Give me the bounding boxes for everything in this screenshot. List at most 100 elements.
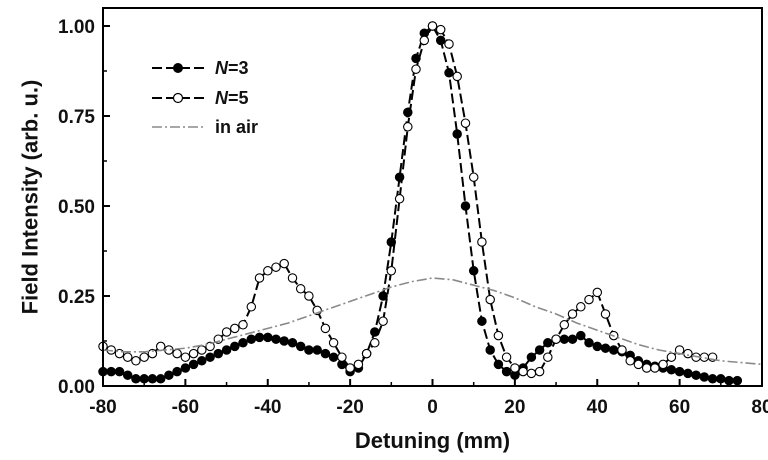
- data-point-n5: [263, 266, 273, 276]
- data-point-n3: [164, 370, 174, 380]
- data-point-n5: [411, 64, 421, 74]
- data-point-n3: [312, 345, 322, 355]
- data-point-n5: [683, 348, 693, 359]
- data-point-n5: [139, 352, 149, 362]
- data-point-n5: [246, 302, 257, 312]
- data-point-n3: [559, 334, 570, 344]
- plot-layer: [98, 21, 763, 386]
- data-point-n3: [106, 366, 116, 377]
- x-tick-label: 20: [504, 397, 525, 418]
- legend-label-n5-suffix: =5: [228, 88, 249, 108]
- data-point-n5: [559, 320, 570, 330]
- data-point-n5: [353, 359, 364, 370]
- data-point-n3: [279, 336, 289, 346]
- data-point-n5: [641, 363, 652, 373]
- data-point-n5: [172, 348, 182, 359]
- data-point-n3: [271, 334, 281, 344]
- data-point-n5: [617, 345, 627, 355]
- data-point-n3: [122, 370, 133, 380]
- data-point-n5: [328, 338, 339, 348]
- data-point-n3: [411, 53, 421, 64]
- legend-label-in-air: in air: [215, 117, 258, 137]
- data-point-n5: [122, 352, 133, 362]
- data-point-n5: [493, 330, 504, 341]
- data-point-n5: [526, 368, 537, 379]
- data-point-n3: [147, 374, 158, 384]
- legend-entry-in-air: in air: [152, 117, 258, 137]
- data-point-n3: [485, 345, 495, 355]
- data-point-n5: [337, 352, 347, 362]
- data-point-n3: [707, 374, 718, 384]
- data-point-n3: [691, 370, 701, 380]
- data-point-n5: [320, 323, 331, 334]
- plot-frame: [102, 7, 763, 387]
- data-point-n3: [732, 375, 743, 386]
- data-point-n5: [567, 309, 578, 319]
- series-line-n5: [102, 24, 713, 375]
- data-point-n5: [287, 273, 298, 283]
- series-line-in-air: [102, 277, 763, 366]
- data-point-n5: [221, 327, 232, 337]
- data-point-n3: [221, 345, 232, 355]
- legend-marker-n3: [173, 63, 183, 73]
- data-point-n3: [263, 332, 273, 343]
- data-point-n3: [378, 291, 388, 301]
- data-point-n3: [724, 375, 734, 386]
- data-point-n3: [666, 365, 677, 375]
- series-line-n3: [103, 24, 738, 382]
- data-point-n3: [592, 341, 603, 352]
- data-point-n3: [452, 129, 462, 139]
- data-point-n3: [139, 374, 149, 384]
- data-point-n5: [460, 118, 471, 128]
- data-point-n5: [147, 348, 158, 359]
- legend-entry-n3: N=3: [152, 58, 249, 78]
- x-tick-label: 40: [587, 397, 608, 418]
- legend: N=3 N=5 in air: [152, 58, 258, 137]
- legend-marker-n5: [172, 92, 184, 104]
- data-point-n3: [114, 366, 125, 377]
- data-point-n3: [534, 345, 545, 355]
- data-point-n3: [213, 348, 224, 359]
- legend-label-n5: N=5: [215, 88, 249, 108]
- data-point-n3: [600, 343, 611, 353]
- data-point-n5: [238, 320, 248, 330]
- legend-entry-n5: N=5: [152, 88, 249, 108]
- data-point-n5: [666, 352, 677, 362]
- ticks-layer: -80 -60 -40 -20 0 20 40 60 80 0.00 0.25 0.50 0.75 1.0…: [58, 17, 768, 418]
- data-point-n5: [518, 366, 528, 377]
- data-point-n5: [205, 341, 215, 352]
- data-point-n3: [246, 334, 257, 344]
- x-tick-label: 60: [669, 397, 690, 418]
- data-point-n3: [254, 332, 265, 343]
- data-point-n5: [419, 35, 430, 46]
- x-tick-label: 80: [751, 397, 768, 418]
- data-point-n3: [493, 359, 504, 370]
- data-point-n3: [576, 330, 586, 341]
- data-point-n5: [378, 316, 388, 326]
- data-point-n5: [534, 366, 545, 377]
- y-tick-label: 0.50: [58, 197, 95, 218]
- data-point-n3: [320, 348, 331, 359]
- data-point-n5: [625, 356, 635, 366]
- data-point-n5: [230, 323, 240, 334]
- x-tick-label: -60: [172, 397, 199, 418]
- data-point-n5: [361, 348, 372, 359]
- data-point-n3: [230, 341, 240, 352]
- data-point-n3: [584, 338, 594, 348]
- data-point-n3: [608, 345, 619, 355]
- data-point-n5: [295, 284, 306, 294]
- data-point-n5: [650, 363, 660, 373]
- y-tick-label: 1.00: [58, 17, 95, 38]
- y-tick-label: 0.75: [58, 107, 95, 128]
- data-point-n3: [543, 338, 553, 348]
- data-point-n5: [394, 194, 405, 204]
- data-point-n3: [567, 334, 578, 344]
- x-tick-label: -40: [254, 397, 281, 418]
- data-point-n5: [543, 352, 553, 362]
- data-point-n3: [674, 366, 685, 377]
- data-point-n5: [477, 237, 487, 247]
- data-point-n3: [699, 372, 710, 382]
- data-point-n5: [188, 348, 199, 359]
- data-point-n3: [188, 359, 199, 370]
- legend-label-n3-prefix: N: [215, 58, 229, 78]
